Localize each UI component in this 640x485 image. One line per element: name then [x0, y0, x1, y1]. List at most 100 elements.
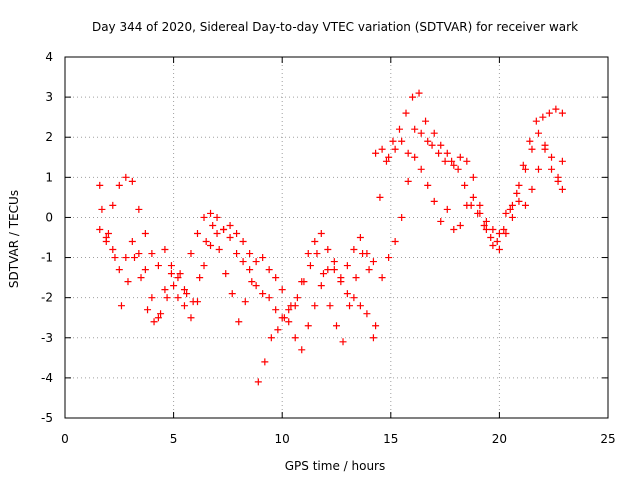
data-point	[306, 262, 314, 270]
y-tick-label: -1	[41, 251, 53, 265]
data-point	[428, 141, 436, 149]
data-point	[311, 238, 319, 246]
data-point	[480, 221, 488, 229]
data-point	[326, 302, 334, 310]
data-point	[398, 213, 406, 221]
data-point	[461, 181, 469, 189]
data-point	[285, 306, 293, 314]
data-point	[200, 262, 208, 270]
x-tick-label: 5	[170, 432, 178, 446]
data-point	[378, 274, 386, 282]
data-point	[476, 201, 484, 209]
data-point	[293, 294, 301, 302]
data-point	[515, 181, 523, 189]
data-point	[261, 358, 269, 366]
data-point	[226, 234, 234, 241]
data-point	[395, 125, 403, 133]
y-axis-label: SDTVAR / TECUs	[7, 190, 21, 288]
data-point	[558, 109, 566, 117]
data-point	[476, 209, 484, 217]
data-point	[222, 270, 230, 278]
data-point	[209, 221, 217, 229]
data-point	[435, 149, 443, 157]
y-tick-label: -3	[41, 331, 53, 345]
data-point	[104, 229, 112, 237]
data-point	[176, 270, 184, 278]
data-point	[180, 302, 188, 310]
data-point	[548, 153, 556, 161]
data-point	[319, 270, 327, 278]
plot-frame	[64, 56, 609, 419]
data-point	[252, 258, 260, 266]
data-point	[337, 274, 345, 282]
data-point	[317, 229, 325, 237]
data-point	[313, 250, 321, 258]
data-point	[141, 229, 149, 237]
data-point	[411, 125, 419, 133]
data-point	[239, 238, 247, 246]
data-point	[135, 250, 143, 258]
data-point	[422, 117, 430, 125]
data-point	[109, 201, 117, 209]
data-point	[417, 129, 425, 137]
data-point	[558, 185, 566, 193]
series-track-e	[372, 125, 566, 250]
data-point	[163, 294, 171, 302]
data-point	[187, 314, 195, 322]
data-point	[554, 173, 562, 181]
data-point	[154, 314, 162, 322]
data-point	[317, 282, 325, 290]
data-point	[469, 173, 477, 181]
data-point	[144, 306, 152, 314]
data-point	[154, 262, 162, 270]
data-point	[443, 205, 451, 213]
data-point	[304, 322, 312, 330]
data-point	[148, 294, 156, 302]
data-point	[552, 105, 560, 113]
data-point	[526, 137, 534, 145]
data-point	[343, 262, 351, 270]
data-layer	[96, 89, 566, 386]
data-point	[545, 109, 553, 117]
data-point	[161, 246, 169, 254]
data-point	[493, 238, 501, 246]
data-point	[424, 181, 432, 189]
data-point	[122, 173, 130, 181]
data-point	[534, 165, 542, 173]
data-point	[109, 246, 117, 254]
data-point	[482, 225, 490, 233]
data-point	[430, 129, 438, 137]
data-point	[487, 234, 495, 241]
y-tick-label: -2	[41, 291, 53, 305]
x-axis-label: GPS time / hours	[285, 459, 386, 473]
data-point	[372, 322, 380, 330]
data-point	[228, 290, 236, 298]
data-point	[213, 229, 221, 237]
data-point	[339, 338, 347, 346]
data-point	[437, 141, 445, 149]
data-point	[131, 254, 139, 262]
data-point	[463, 157, 471, 165]
data-point	[148, 250, 156, 258]
data-point	[398, 137, 406, 145]
data-point	[506, 205, 514, 213]
data-point	[272, 306, 280, 314]
data-point	[135, 205, 143, 213]
series-track-f	[378, 141, 566, 282]
data-point	[389, 137, 397, 145]
data-point	[170, 282, 178, 290]
data-point	[502, 209, 510, 217]
y-tick-label: -4	[41, 371, 53, 385]
data-point	[376, 193, 384, 201]
data-point	[356, 302, 364, 310]
data-point	[558, 157, 566, 165]
x-tick-label: 0	[61, 432, 69, 446]
data-point	[469, 193, 477, 201]
y-tick-label: 4	[45, 50, 53, 64]
x-tick-label: 25	[600, 432, 615, 446]
y-tick-label: 0	[45, 210, 53, 224]
data-point	[330, 258, 338, 266]
data-point	[141, 266, 149, 274]
data-point	[291, 334, 299, 342]
